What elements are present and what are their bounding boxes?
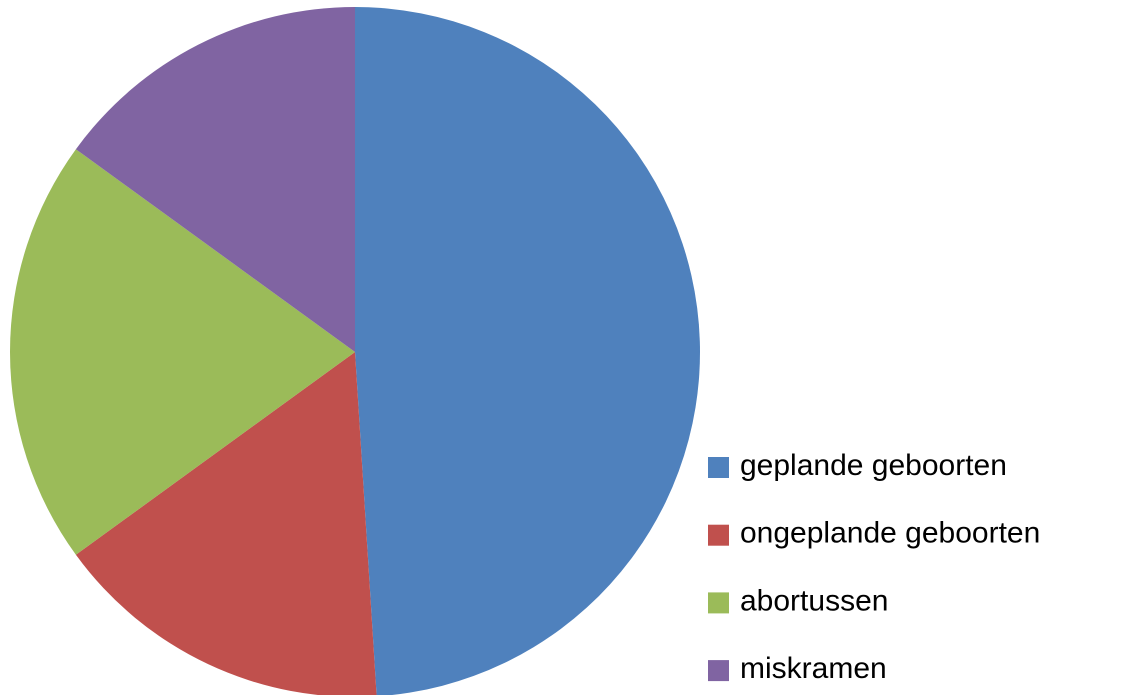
legend-label: miskramen bbox=[740, 652, 887, 685]
legend-label: ongeplande geboorten bbox=[740, 517, 1040, 550]
legend-swatch bbox=[708, 660, 729, 682]
pie-slice bbox=[9, 149, 355, 555]
pie-slice bbox=[75, 352, 377, 695]
pie-slice bbox=[355, 7, 700, 695]
legend-swatch bbox=[708, 592, 729, 614]
legend-label: abortussen bbox=[740, 584, 888, 617]
legend-swatch bbox=[708, 524, 729, 546]
legend-label: geplande geboorten bbox=[740, 449, 1007, 482]
legend-swatch bbox=[708, 457, 729, 478]
pie-slice bbox=[75, 7, 356, 352]
